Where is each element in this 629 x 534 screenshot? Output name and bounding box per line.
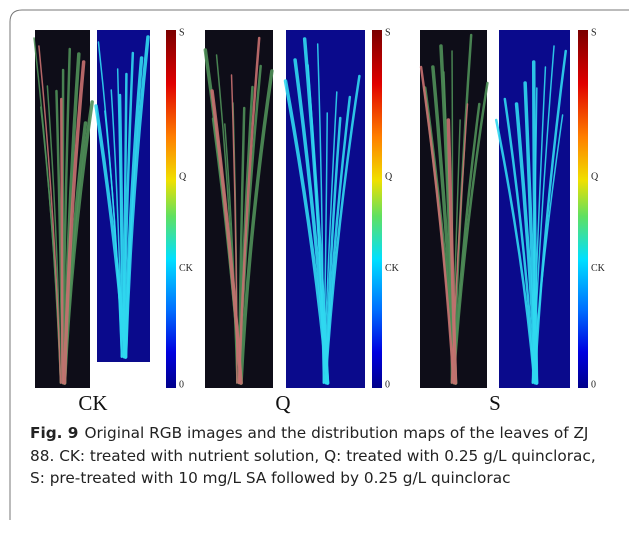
leaf [62, 60, 86, 385]
scale-label: Q [591, 172, 599, 183]
scale-label: CK [385, 263, 400, 274]
leaf [123, 35, 150, 359]
caption-text: Original RGB images and the distribution… [30, 424, 596, 487]
caption-label: Fig. 9 [30, 424, 79, 442]
group-label: Q [275, 391, 290, 415]
scale-label: Q [179, 172, 187, 183]
leaf [237, 36, 261, 385]
leaf [446, 118, 458, 385]
leaf [116, 68, 123, 358]
scale-label: Q [385, 172, 393, 183]
group-label: CK [78, 391, 107, 415]
scale-label: S [179, 27, 185, 38]
group-label: S [489, 391, 501, 415]
leaf [531, 114, 564, 384]
leaf [210, 89, 243, 385]
scale-label: 0 [385, 379, 390, 390]
leaf [122, 51, 135, 359]
color-scale [372, 30, 382, 388]
leaf [60, 97, 64, 385]
scale-label: CK [179, 263, 194, 274]
leaf [503, 97, 536, 385]
panels: S Q CK 0 CK S Q CK 0 Q S Q CK 0 S [33, 27, 606, 415]
scale-label: CK [591, 263, 606, 274]
leaf [324, 74, 361, 385]
caption: Fig. 9 Original RGB images and the distri… [30, 422, 615, 490]
scale-label: S [591, 27, 597, 38]
color-scale [166, 30, 176, 388]
scale-label: 0 [591, 379, 596, 390]
scale-label: S [385, 27, 391, 38]
color-scale [578, 30, 588, 388]
leaf [322, 91, 338, 384]
leaf [94, 104, 128, 359]
leaf [419, 65, 455, 385]
leaf [239, 69, 274, 385]
leaf [38, 45, 62, 384]
leaf [452, 81, 489, 385]
frame [9, 9, 629, 520]
scale-label: 0 [179, 379, 184, 390]
